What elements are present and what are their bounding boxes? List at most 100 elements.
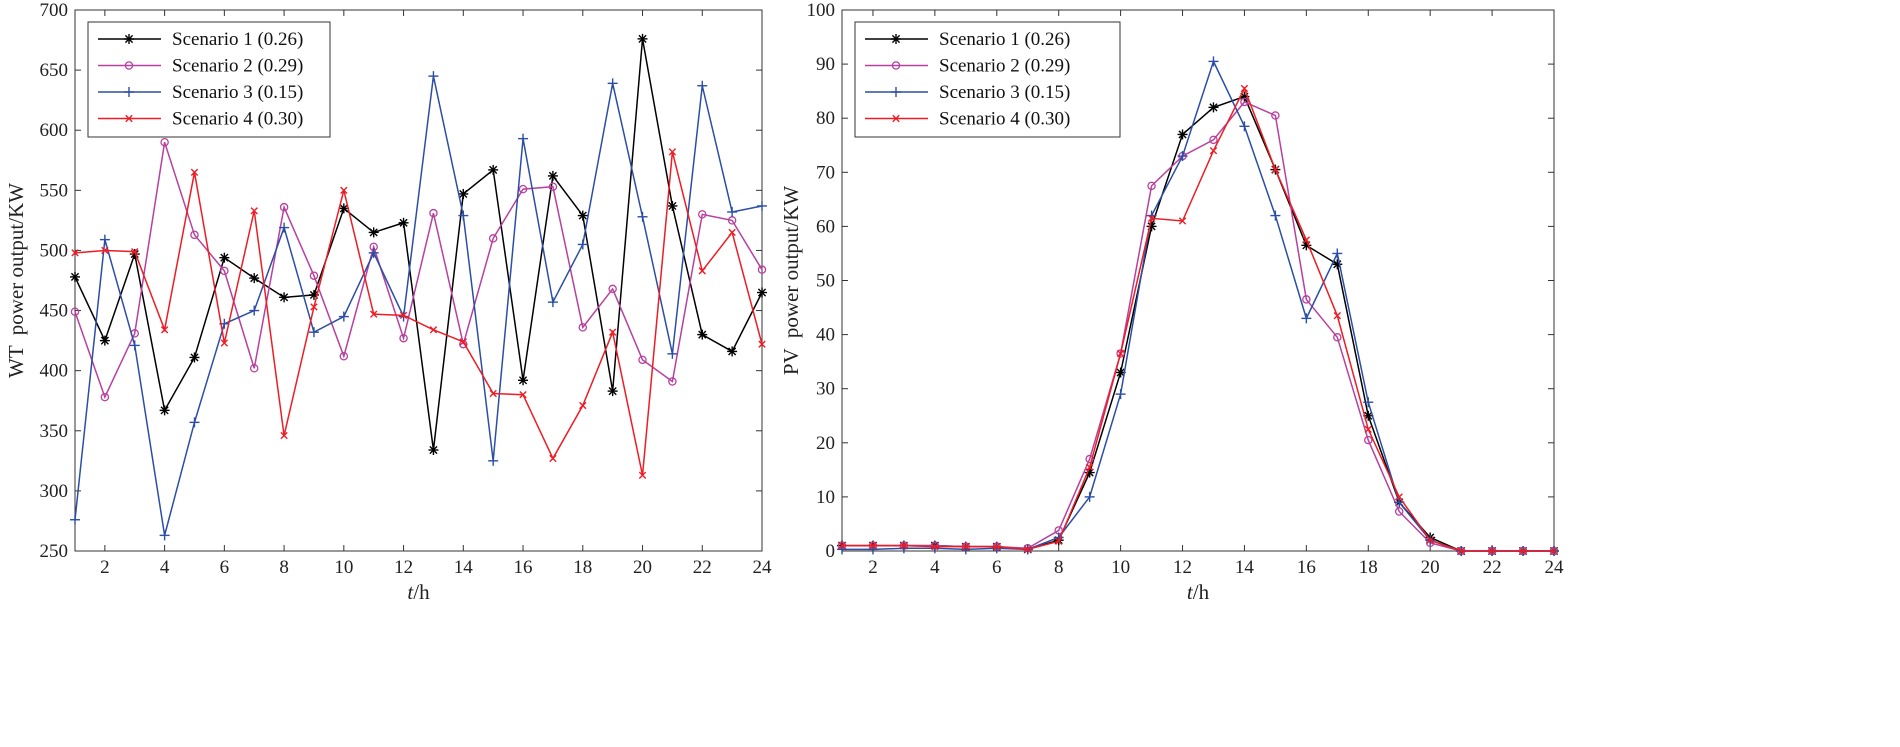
x-tick-label: 10: [1111, 557, 1130, 578]
legend-marker: [125, 114, 133, 123]
marker-stroke: [728, 228, 736, 237]
marker-stroke: [728, 347, 737, 356]
marker-stroke: [459, 189, 468, 199]
marker-stroke: [131, 247, 139, 256]
data-point: [579, 401, 587, 410]
marker-stroke: [370, 310, 378, 318]
data-point: [993, 542, 1001, 551]
x-tick-label: 14: [454, 557, 474, 578]
y-tick-label: 40: [816, 325, 835, 346]
data-point: [637, 211, 648, 222]
data-point: [99, 234, 110, 245]
series-1: [70, 33, 767, 456]
marker-stroke: [489, 165, 498, 174]
data-point: [607, 386, 618, 397]
data-point: [1177, 129, 1188, 140]
x-tick-label: 6: [220, 557, 230, 578]
x-tick-label: 4: [930, 557, 940, 578]
marker-stroke: [1116, 368, 1125, 377]
data-point: [698, 267, 706, 275]
data-point: [1055, 537, 1063, 545]
x-tick-label: 16: [514, 557, 533, 578]
marker-stroke: [993, 542, 1001, 551]
marker-stroke: [459, 338, 467, 346]
marker-stroke: [190, 168, 199, 176]
data-point: [398, 217, 409, 228]
data-point: [838, 541, 846, 550]
data-point: [458, 210, 469, 221]
data-point: [1208, 56, 1219, 67]
data-point: [1240, 97, 1249, 107]
x-axis-label: t/h: [407, 580, 430, 604]
data-point: [1364, 425, 1372, 433]
data-point: [368, 227, 379, 238]
data-point: [1208, 102, 1219, 113]
data-point: [220, 339, 229, 347]
x-tick-label: 20: [1421, 557, 1440, 578]
data-point: [1146, 221, 1157, 232]
marker-stroke: [280, 431, 288, 440]
data-point: [1116, 349, 1125, 358]
x-tick-label: 22: [1483, 557, 1502, 578]
marker-stroke: [1333, 311, 1341, 320]
legend: Scenario 1 (0.26) Scenario 2 (0.29) Scenar…: [87, 21, 331, 138]
x-tick-label: 18: [1359, 557, 1378, 578]
x-tick-label: 10: [334, 557, 353, 578]
y-tick-label: 70: [816, 162, 835, 183]
data-point: [429, 208, 438, 218]
marker-stroke: [519, 391, 527, 399]
legend-label: Scenario 2 (0.29): [172, 56, 303, 77]
x-tick-label: 18: [573, 557, 592, 578]
data-point: [309, 271, 319, 280]
marker-stroke: [838, 541, 846, 550]
marker-stroke: [124, 34, 134, 44]
legend-marker: [124, 87, 134, 97]
series-line: [74, 75, 763, 536]
x-tick-label: 2: [100, 557, 110, 578]
data-point: [1239, 121, 1250, 132]
y-tick-label: 0: [826, 541, 836, 562]
data-point: [1457, 547, 1465, 555]
marker-stroke: [608, 328, 617, 336]
legend-entry: Scenario 2 (0.29): [865, 56, 1070, 77]
marker-stroke: [1209, 103, 1218, 112]
data-point: [279, 202, 289, 212]
data-point: [488, 164, 499, 175]
data-point: [1115, 389, 1126, 400]
data-point: [219, 252, 230, 263]
data-point: [1333, 333, 1342, 342]
data-point: [578, 323, 588, 332]
data-point: [1426, 536, 1434, 544]
marker-stroke: [1178, 130, 1187, 139]
marker-stroke: [1271, 165, 1280, 174]
legend-entry: Scenario 1 (0.26): [865, 29, 1070, 50]
data-point: [518, 184, 528, 194]
data-point: [338, 311, 349, 322]
y-tick-label: 250: [40, 541, 69, 562]
marker-stroke: [1395, 493, 1403, 501]
marker-stroke: [489, 389, 497, 398]
data-point: [1177, 151, 1188, 162]
data-point: [310, 303, 318, 311]
y-tick-label: 30: [816, 379, 835, 400]
x-tick-label: 8: [1054, 557, 1064, 578]
data-point: [991, 543, 1002, 554]
data-point: [518, 133, 529, 144]
data-point: [1302, 236, 1311, 244]
data-point: [1364, 435, 1373, 445]
y-tick-label: 300: [40, 481, 69, 502]
x-axis-label-unit: /h: [413, 580, 430, 604]
marker-stroke: [1519, 547, 1527, 555]
data-point: [1363, 397, 1374, 408]
data-point: [577, 210, 588, 221]
legend-entry: Scenario 4 (0.30): [98, 109, 303, 130]
x-tick-label: 2: [868, 557, 878, 578]
data-point: [249, 273, 260, 284]
marker-stroke: [399, 311, 408, 320]
y-tick-label: 10: [816, 487, 835, 508]
data-point: [488, 234, 498, 243]
legend-marker: [124, 34, 134, 44]
data-point: [250, 207, 258, 215]
series-4: [838, 84, 1558, 555]
marker-stroke: [429, 445, 438, 455]
